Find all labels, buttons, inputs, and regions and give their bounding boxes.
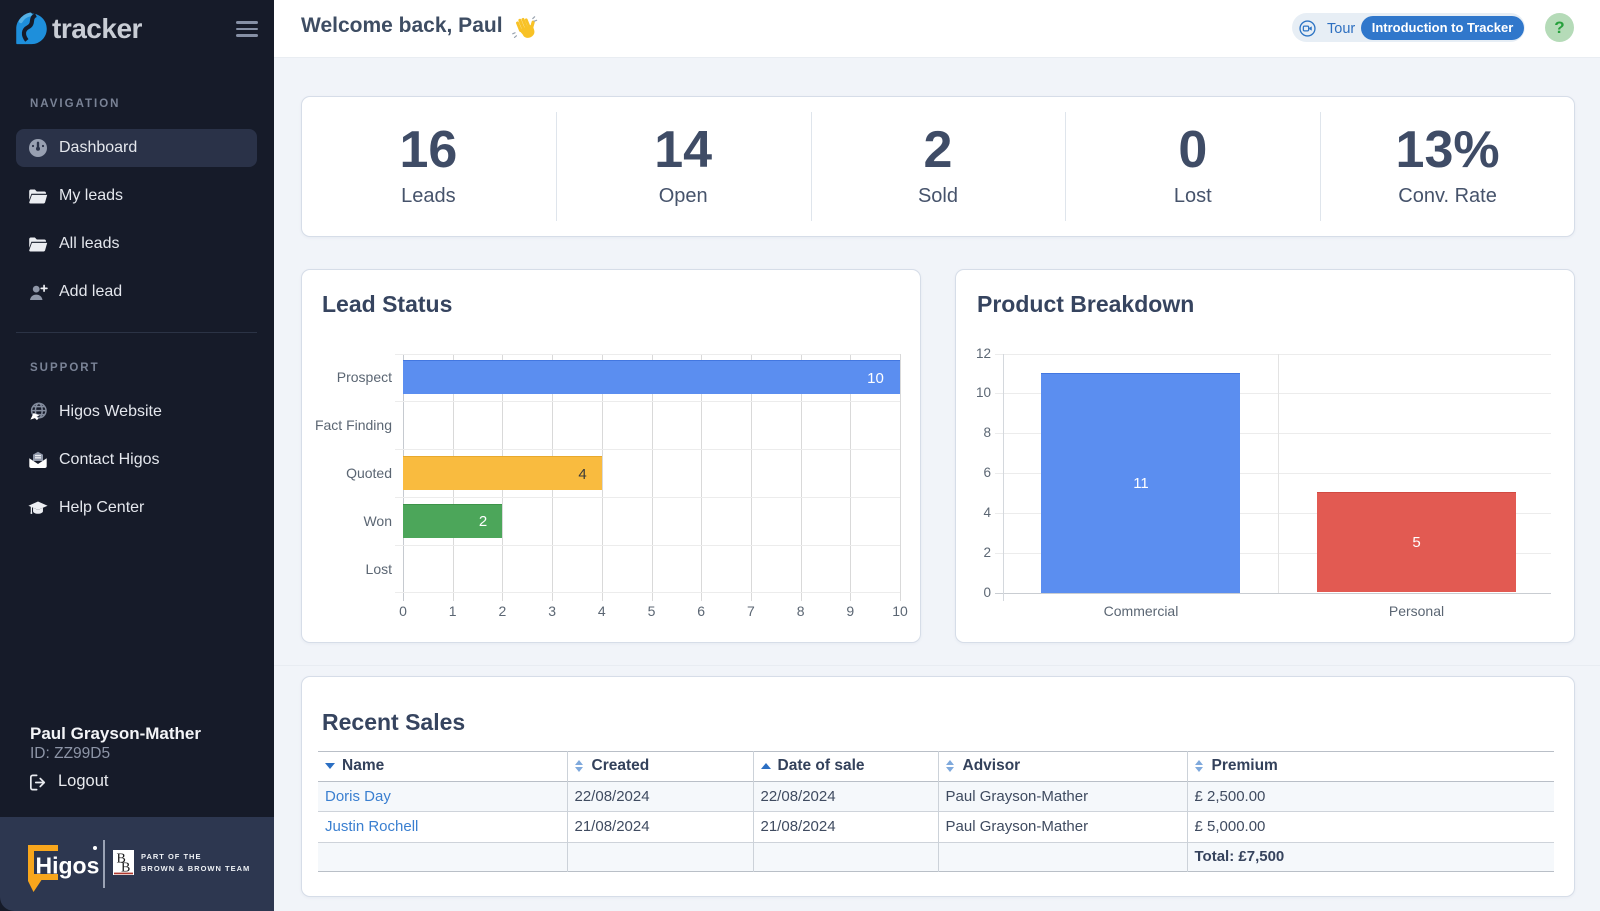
svg-text:Higos: Higos [36, 853, 100, 879]
svg-text:B: B [121, 861, 130, 876]
svg-text:B: B [117, 852, 126, 867]
